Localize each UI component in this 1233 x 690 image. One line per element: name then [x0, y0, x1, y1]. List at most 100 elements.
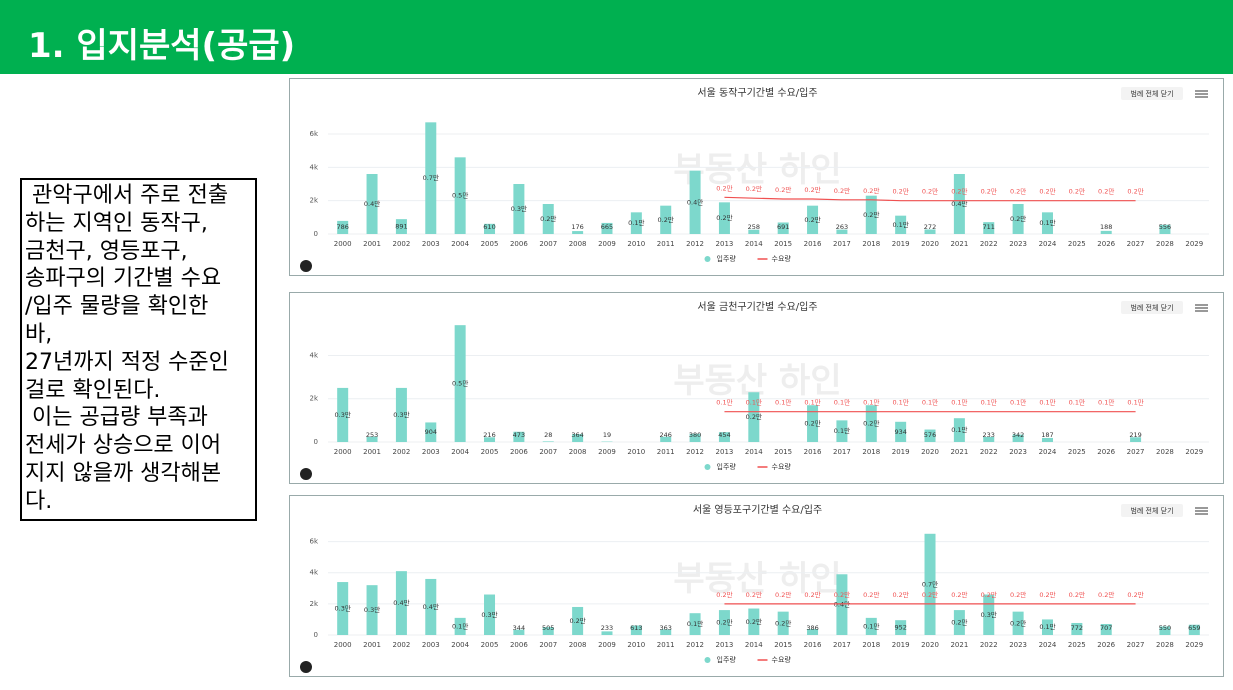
note-line: 금천구, 영등포구, — [25, 238, 188, 264]
line-label: 0.2만 — [1098, 187, 1114, 196]
y-tick-label: 4k — [309, 163, 318, 171]
y-tick-label: 0 — [314, 230, 318, 238]
legend-toggle-button[interactable] — [1121, 301, 1183, 314]
x-tick-label: 2014 — [745, 240, 763, 248]
bar-label: 0.1만 — [863, 621, 879, 630]
bar-label: 454 — [718, 431, 730, 439]
bar-label: 0.2만 — [658, 215, 674, 224]
x-tick-label: 2014 — [745, 641, 763, 649]
x-tick-label: 2028 — [1156, 641, 1174, 649]
bar-label: 176 — [571, 223, 583, 231]
bar — [454, 325, 466, 442]
x-tick-label: 2011 — [657, 448, 675, 456]
bar — [630, 212, 642, 234]
bar — [777, 611, 789, 635]
line-label: 0.1만 — [1098, 398, 1114, 407]
x-tick-label: 2023 — [1009, 641, 1027, 649]
bar — [395, 387, 407, 442]
x-tick-label: 2002 — [393, 240, 411, 248]
bar-label: 0.7만 — [922, 579, 938, 588]
legend-toggle-button[interactable] — [1121, 87, 1183, 100]
line-label: 0.2만 — [834, 590, 850, 599]
line-label: 0.2만 — [716, 183, 732, 192]
bar-label: 0.4만 — [951, 199, 967, 208]
bar-label: 0.2만 — [804, 419, 820, 428]
line-label: 0.2만 — [951, 187, 967, 196]
bar-label: 0.2만 — [746, 617, 762, 626]
line-label: 0.2만 — [746, 590, 762, 599]
bar-label: 272 — [924, 223, 936, 231]
y-tick-label: 2k — [309, 395, 318, 403]
bar — [1041, 437, 1053, 442]
line-label: 0.2만 — [1039, 590, 1055, 599]
bar — [924, 229, 936, 234]
bar-label: 233 — [601, 624, 613, 632]
x-tick-label: 2023 — [1009, 448, 1027, 456]
bar-label: 707 — [1100, 624, 1112, 632]
line-label: 0.2만 — [1039, 187, 1055, 196]
bar — [748, 392, 760, 442]
bar-label: 344 — [513, 624, 525, 632]
legend-toggle: 범례 전체 닫기 — [1130, 89, 1173, 98]
legend-toggle-button[interactable] — [1121, 504, 1183, 517]
note-line: 27년까지 적정 수준인 — [25, 349, 229, 375]
bar — [1041, 619, 1053, 635]
bar-label: 0.2만 — [863, 210, 879, 219]
line-label: 0.2만 — [922, 590, 938, 599]
y-tick-label: 0 — [314, 631, 318, 639]
x-tick-label: 2009 — [598, 240, 616, 248]
bar-label: 505 — [542, 624, 554, 632]
bar — [1012, 204, 1024, 234]
bar-label: 550 — [1159, 624, 1171, 632]
x-tick-label: 2004 — [451, 641, 469, 649]
bar-label: 0.3만 — [393, 410, 409, 419]
bar — [689, 613, 701, 635]
bar — [807, 405, 819, 442]
bar-label: 19 — [603, 431, 611, 439]
x-tick-label: 2012 — [686, 448, 704, 456]
bar — [953, 418, 965, 442]
x-tick-label: 2015 — [774, 240, 792, 248]
bar — [425, 122, 437, 234]
bar — [865, 405, 877, 442]
x-tick-label: 2004 — [451, 448, 469, 456]
bar-label: 0.2만 — [775, 618, 791, 627]
bar — [718, 202, 730, 234]
bar-label: 246 — [660, 431, 672, 439]
bar — [718, 610, 730, 635]
x-tick-label: 2019 — [892, 448, 910, 456]
x-tick-label: 2027 — [1127, 240, 1145, 248]
watermark: 부동산 하인 — [673, 559, 841, 599]
bar — [1100, 230, 1112, 234]
y-tick-label: 4k — [309, 351, 318, 359]
x-tick-label: 2024 — [1039, 240, 1057, 248]
x-tick-label: 2008 — [569, 240, 587, 248]
line-label: 0.2만 — [1010, 590, 1026, 599]
x-tick-label: 2016 — [804, 641, 822, 649]
x-tick-label: 2000 — [334, 448, 352, 456]
bar-label: 0.1만 — [892, 220, 908, 229]
bar-label: 0.3만 — [364, 605, 380, 614]
x-tick-label: 2009 — [598, 448, 616, 456]
x-tick-label: 2026 — [1097, 641, 1115, 649]
x-tick-label: 2025 — [1068, 641, 1086, 649]
bar-label: 364 — [571, 431, 583, 439]
x-tick-label: 2007 — [539, 641, 557, 649]
x-tick-label: 2017 — [833, 641, 851, 649]
line-label: 0.2만 — [834, 186, 850, 195]
bar — [660, 629, 672, 635]
bar — [572, 434, 584, 442]
line-label: 0.2만 — [804, 590, 820, 599]
line-label: 0.2만 — [1069, 187, 1085, 196]
x-tick-label: 2029 — [1185, 240, 1203, 248]
watermark: 부동산 하인 — [673, 150, 841, 190]
slide-title: 1. 입지분석(공급) — [28, 26, 296, 66]
line-label: 0.1만 — [716, 398, 732, 407]
bar — [807, 205, 819, 234]
line-label: 0.1만 — [922, 398, 938, 407]
bar — [337, 387, 349, 442]
note-line: 바, — [25, 321, 53, 347]
note-line: 전세가 상승으로 이어 — [25, 433, 222, 459]
bar-label: 556 — [1159, 223, 1171, 231]
